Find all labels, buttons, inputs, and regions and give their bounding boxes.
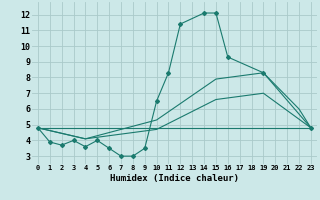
X-axis label: Humidex (Indice chaleur): Humidex (Indice chaleur) bbox=[110, 174, 239, 183]
